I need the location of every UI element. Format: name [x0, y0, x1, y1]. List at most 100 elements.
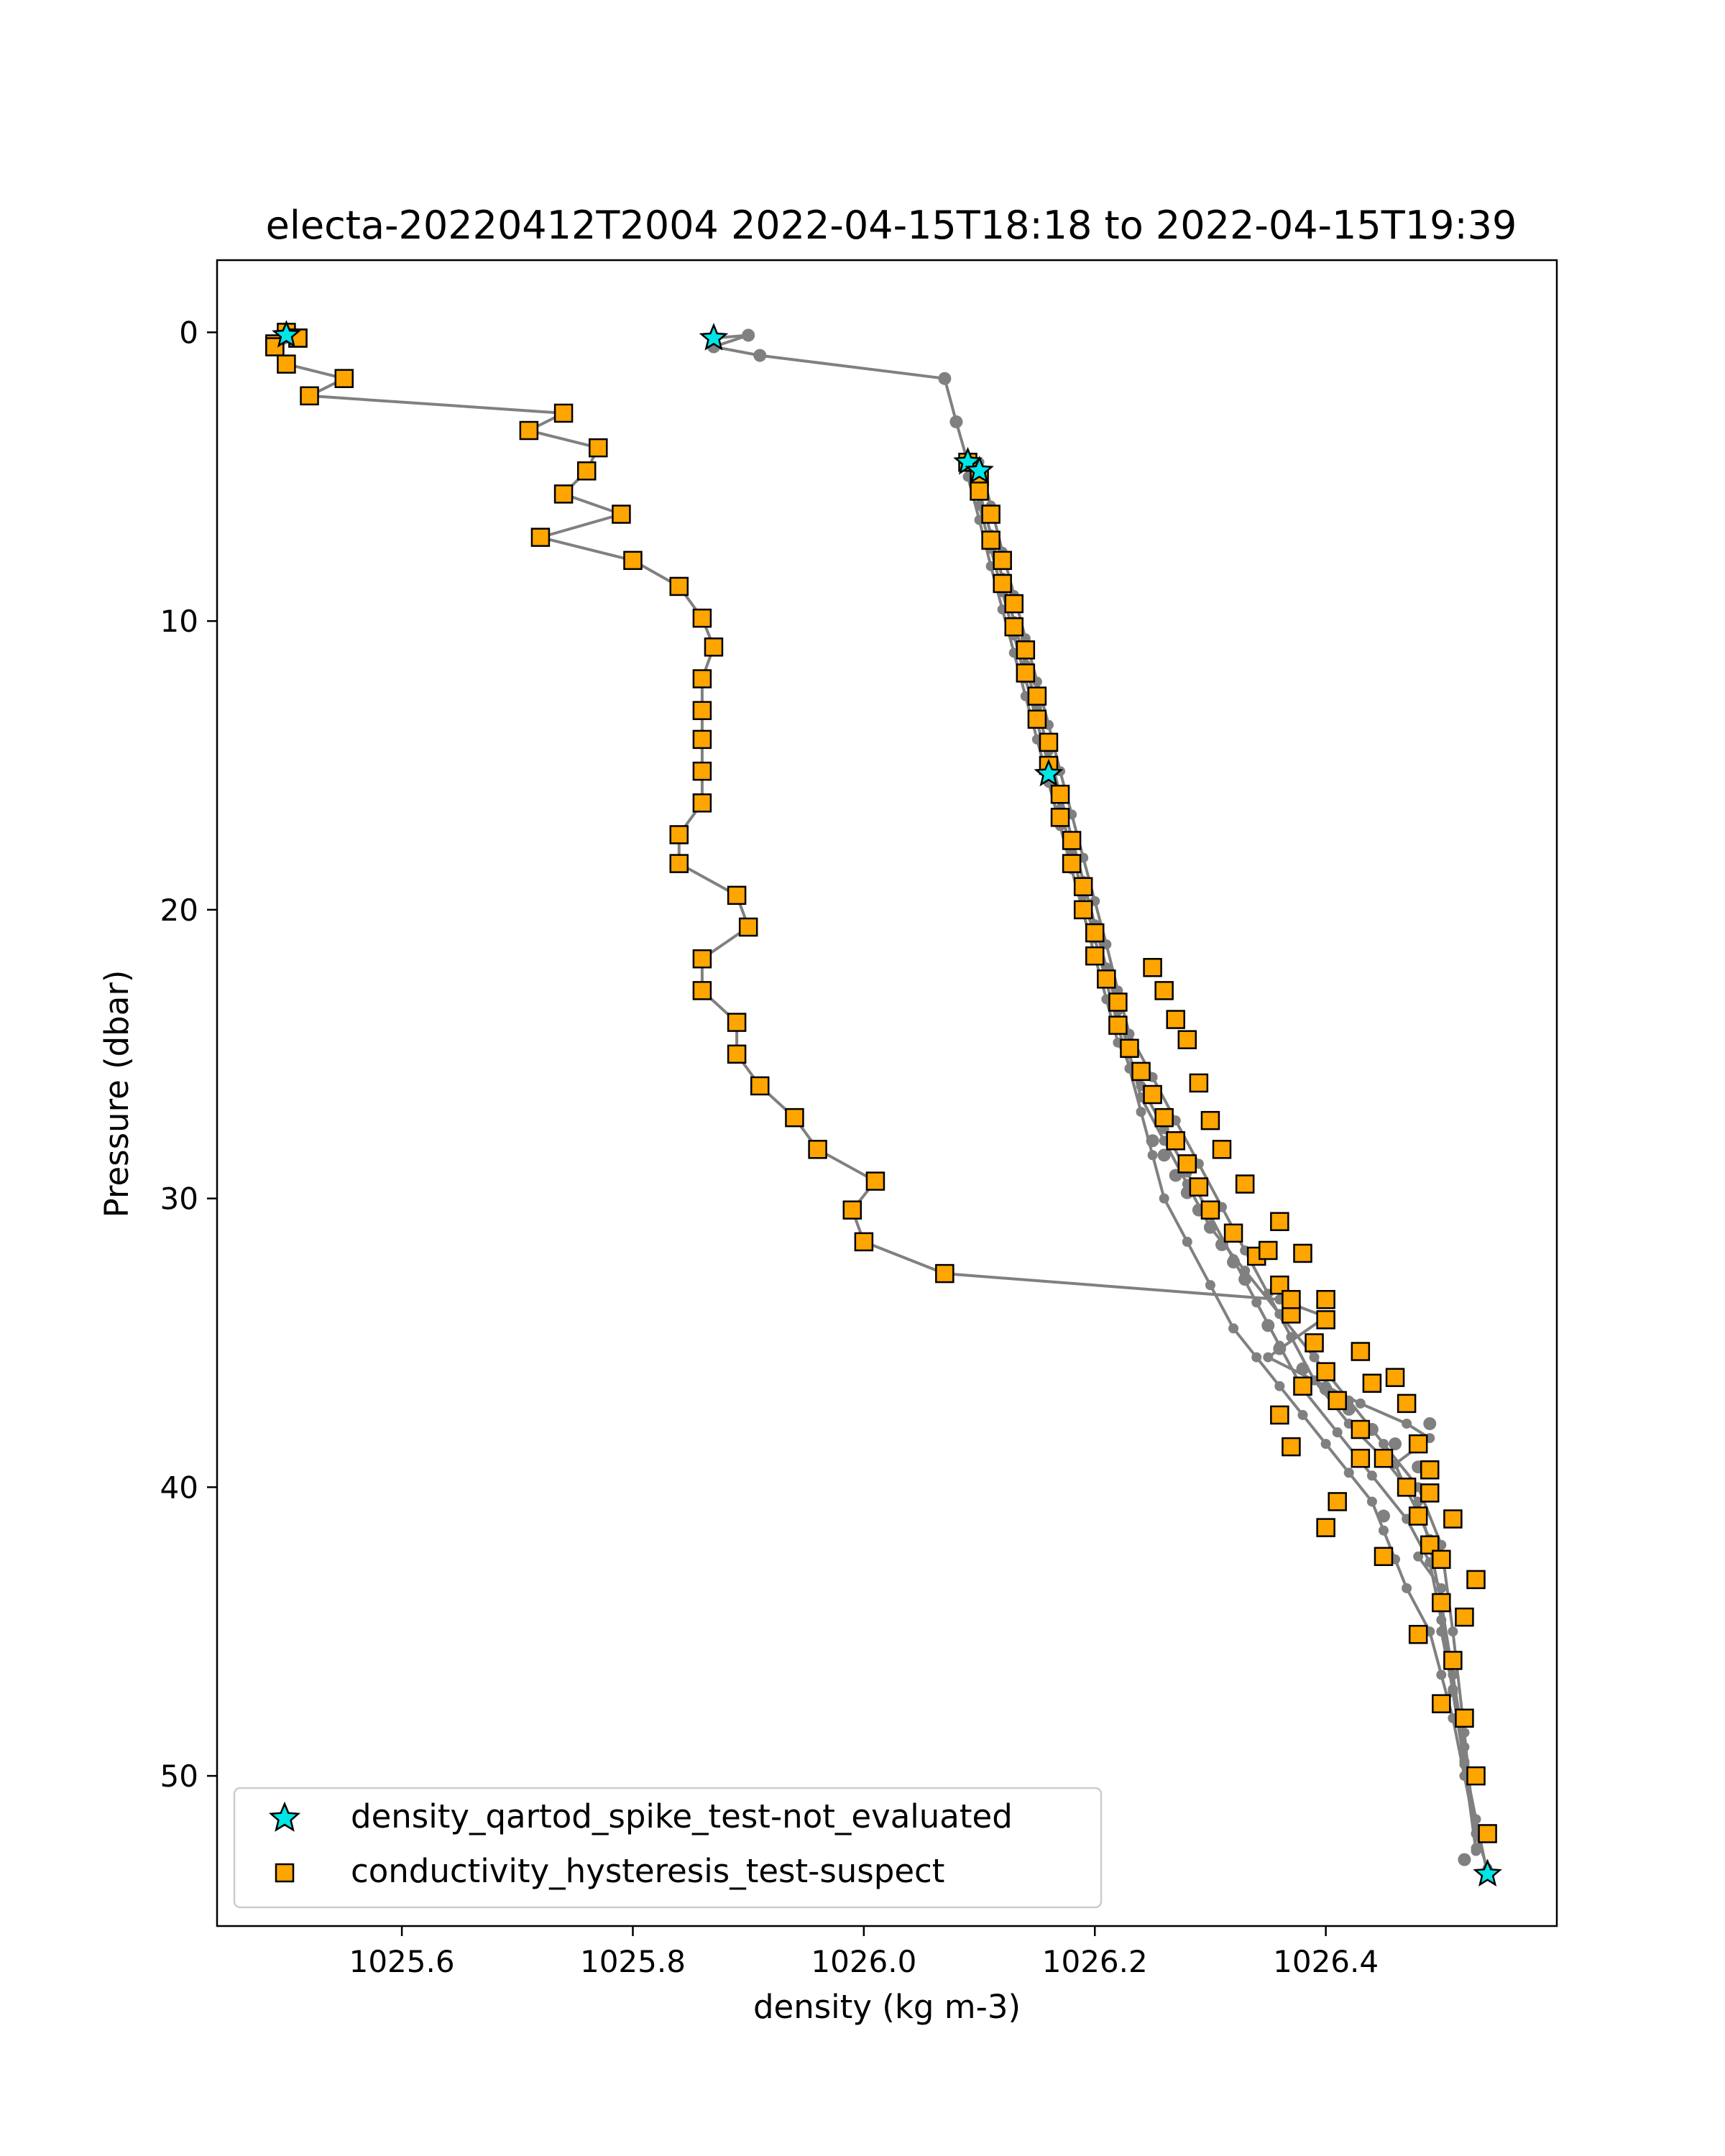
y-tick-label: 0 [179, 315, 198, 350]
hysteresis-suspect-marker [1166, 1131, 1185, 1151]
spike-not-evaluated-marker [1473, 1858, 1502, 1886]
hysteresis-suspect-marker [1282, 1437, 1301, 1457]
hysteresis-suspect-marker [1085, 946, 1105, 966]
profile-point [1343, 1468, 1354, 1478]
hysteresis-suspect-marker [1432, 1549, 1451, 1570]
hysteresis-suspect-marker [1004, 617, 1024, 637]
hysteresis-suspect-marker [1478, 1824, 1497, 1843]
legend-label-spike: density_qartod_spike_test-not_evaluated [351, 1797, 1013, 1835]
hysteresis-suspect-marker [1293, 1376, 1312, 1396]
profile-point [1297, 1409, 1308, 1420]
profile-point [1459, 1727, 1470, 1738]
hysteresis-suspect-marker [1223, 1223, 1243, 1243]
hysteresis-suspect-marker [576, 461, 597, 481]
hysteresis-suspect-marker [1270, 1212, 1289, 1232]
hysteresis-suspect-marker [1062, 831, 1082, 850]
hysteresis-suspect-marker [727, 885, 747, 906]
hysteresis-suspect-marker [1120, 1038, 1139, 1058]
profile-point [1436, 1626, 1447, 1637]
profile-point [1157, 1148, 1171, 1162]
profile-point [1228, 1323, 1239, 1334]
profile-point [1240, 1266, 1251, 1276]
hysteresis-suspect-marker [1073, 900, 1093, 920]
hysteresis-suspect-marker [1432, 1694, 1451, 1713]
hysteresis-suspect-marker [727, 1013, 747, 1032]
hysteresis-suspect-marker [612, 505, 631, 524]
hysteresis-suspect-marker [1351, 1419, 1371, 1439]
hysteresis-suspect-marker [300, 386, 319, 406]
x-axis-label: density (kg m-3) [753, 1988, 1021, 2026]
hysteresis-suspect-marker [1200, 1200, 1220, 1220]
profile-point [1251, 1297, 1262, 1308]
spike-not-evaluated-marker [699, 323, 729, 351]
hysteresis-suspect-marker [785, 1107, 804, 1128]
profile-point [1146, 1134, 1159, 1148]
hysteresis-suspect-marker [1131, 1061, 1151, 1082]
hysteresis-suspect-marker [1328, 1492, 1347, 1511]
profile-point [1471, 1843, 1481, 1853]
x-tick-label: 1026.0 [811, 1944, 916, 1979]
hysteresis-suspect-marker [1004, 594, 1024, 614]
y-tick-label: 40 [160, 1470, 198, 1505]
profile-point [1147, 1150, 1158, 1161]
profile-point [1296, 1362, 1310, 1376]
hysteresis-suspect-marker [530, 528, 551, 547]
hysteresis-suspect-marker [970, 482, 989, 501]
spike-not-evaluated-marker [965, 456, 994, 484]
hysteresis-suspect-marker [1316, 1518, 1335, 1537]
hysteresis-suspect-marker [553, 484, 574, 504]
hysteresis-suspect-marker [1408, 1624, 1428, 1644]
hysteresis-suspect-marker [669, 576, 689, 596]
hysteresis-suspect-marker [1351, 1448, 1371, 1468]
hysteresis-suspect-marker [1316, 1362, 1335, 1381]
hysteresis-suspect-marker [1397, 1478, 1417, 1497]
profile-point [1227, 1256, 1241, 1269]
profile-point [1448, 1626, 1458, 1637]
hysteresis-suspect-marker [1177, 1030, 1197, 1049]
hysteresis-suspect-marker [981, 505, 1000, 524]
hysteresis-suspect-marker [1189, 1177, 1209, 1197]
hysteresis-suspect-marker [1050, 808, 1070, 827]
hysteresis-suspect-marker [1039, 732, 1059, 752]
profile-point [1448, 1669, 1458, 1680]
hysteresis-suspect-marker [842, 1200, 862, 1220]
hysteresis-suspect-marker [1189, 1073, 1209, 1093]
profile-line-3 [966, 476, 1478, 1851]
hysteresis-suspect-marker [1432, 1593, 1451, 1613]
hysteresis-suspect-marker [1016, 663, 1036, 683]
hysteresis-suspect-marker [692, 761, 712, 781]
profile-point [1261, 1319, 1275, 1332]
legend-square-icon [275, 1863, 295, 1883]
profile-point [1436, 1669, 1447, 1680]
profile-point [1263, 1352, 1274, 1363]
hysteresis-suspect-marker [1108, 1015, 1128, 1035]
hysteresis-suspect-marker [692, 729, 712, 750]
plot-area [265, 320, 1502, 1886]
hysteresis-suspect-marker [1166, 1010, 1185, 1029]
y-tick-label: 50 [160, 1759, 198, 1794]
hysteresis-suspect-marker [553, 403, 574, 423]
legend-square-marker [275, 1863, 295, 1883]
profile-point [1402, 1418, 1412, 1429]
hysteresis-suspect-marker [1097, 969, 1116, 989]
hysteresis-suspect-marker [1385, 1368, 1405, 1387]
hysteresis-suspect-marker [865, 1171, 886, 1191]
hysteresis-suspect-marker [1408, 1506, 1428, 1526]
hysteresis-suspect-marker [265, 337, 285, 356]
spike-not-evaluated-marker [272, 320, 301, 348]
hysteresis-suspect-marker [1027, 709, 1047, 729]
hysteresis-suspect-marker [1420, 1483, 1440, 1503]
profile-point [1402, 1583, 1412, 1593]
hysteresis-suspect-marker [692, 669, 712, 688]
spike-not-evaluated-marker [1034, 758, 1064, 787]
profile-point [742, 328, 755, 342]
hysteresis-suspect-marker [727, 1044, 747, 1064]
hysteresis-suspect-marker [1085, 923, 1105, 943]
profile-point [1376, 1509, 1390, 1523]
profile-point [1366, 1470, 1377, 1481]
profile-point [1366, 1496, 1377, 1507]
x-tick-label: 1025.8 [580, 1944, 686, 1979]
profile-point [1273, 1342, 1287, 1355]
hysteresis-suspect-marker [1455, 1607, 1474, 1627]
